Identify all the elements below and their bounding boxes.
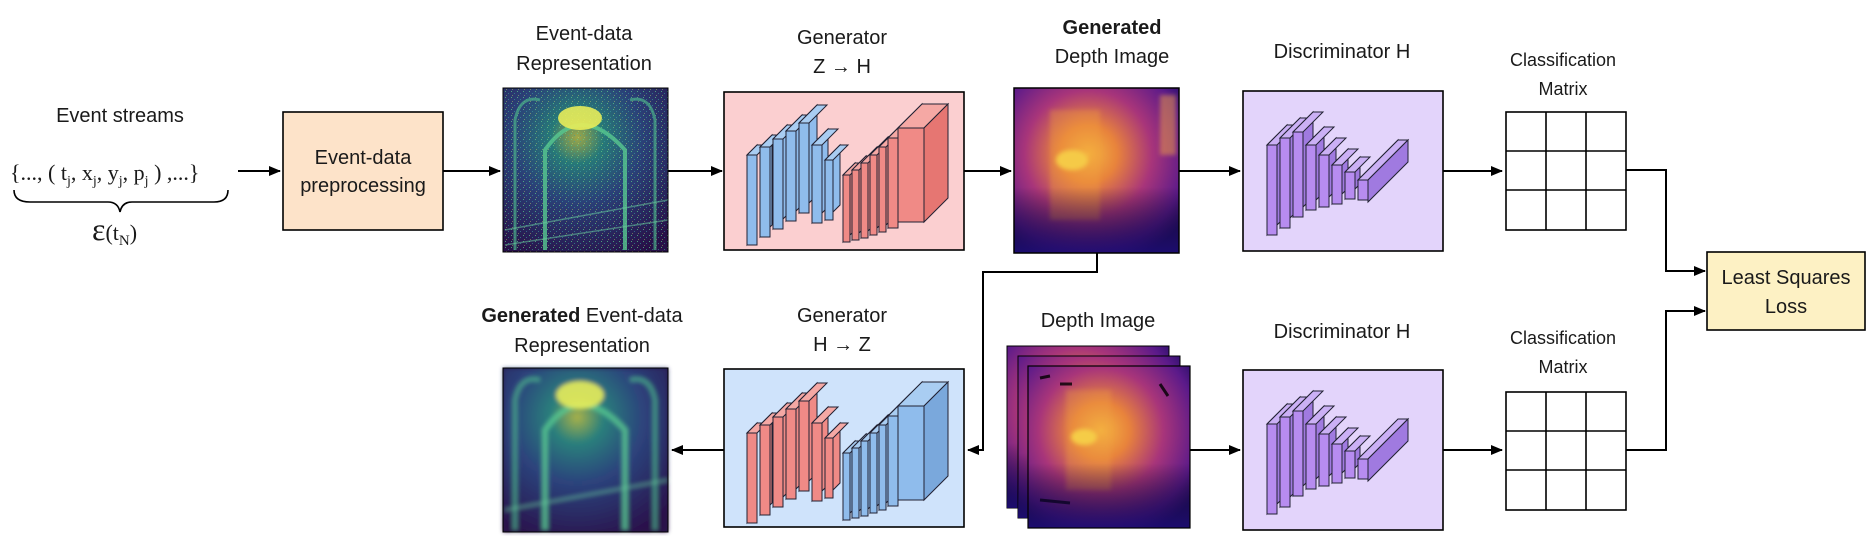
generator-bottom-label-2: H → Z [813,334,871,356]
preprocessing-box: Event-data preprocessing [282,111,444,231]
epsilon-label: ε(tN) [92,211,137,249]
generator-bottom-encoder-layers [745,381,850,525]
class-top-label-2: Matrix [1539,79,1588,99]
event-streams: Event streams {..., ( tj, xj, yj, pj ) ,… [10,105,229,249]
gen-event-repr-label-2: Representation [514,335,650,357]
disc-top-label: Discriminator H [1274,41,1411,63]
event-repr-image [502,87,669,253]
generator-top-label-1: Generator [797,27,887,49]
loss-label-1: Least Squares [1722,267,1851,289]
generator-bottom-label-1: Generator [797,305,887,327]
event-repr-label-1: Event-data [536,23,634,45]
class-top-label-1: Classification [1510,50,1616,70]
generator-bottom-box [723,368,965,528]
classification-matrix-bottom [1505,391,1627,511]
arrow-matrix-top-to-loss [1626,169,1706,276]
preprocessing-label-1: Event-data [315,147,413,169]
depth-image-stack [1006,345,1191,529]
discriminator-top-box [1242,90,1444,252]
generated-event-repr-image [502,367,669,533]
disc-bottom-label: Discriminator H [1274,321,1411,343]
preprocessing-label-2: preprocessing [300,175,426,197]
loss-label-2: Loss [1765,296,1807,318]
generator-top-box [723,91,965,251]
classification-matrix-top [1505,111,1627,231]
generator-top-encoder-layers [745,103,850,247]
least-squares-loss-box: Least Squares Loss [1706,251,1866,331]
generator-top-decoder-layers [841,102,950,244]
generated-depth-label-2: Depth Image [1055,46,1170,68]
arrow-matrix-bottom-to-loss [1626,306,1706,451]
underbrace [13,189,229,213]
generated-depth-label-1: Generated [1063,17,1162,39]
arrow-depth-to-generator-bottom [967,253,1098,455]
event-streams-title: Event streams [56,105,184,127]
generator-top-label-2: Z → H [813,56,871,78]
event-stream-formula: {..., ( tj, xj, yj, pj ) ,...} [10,160,199,189]
generated-depth-image [1013,87,1180,254]
gen-event-repr-label-1: Generated Event-data [481,305,683,327]
depth-image-label: Depth Image [1041,310,1156,332]
event-repr-label-2: Representation [516,53,652,75]
class-bottom-label-1: Classification [1510,328,1616,348]
discriminator-bottom-box [1242,369,1444,531]
generator-bottom-decoder-layers [841,380,950,522]
class-bottom-label-2: Matrix [1539,357,1588,377]
